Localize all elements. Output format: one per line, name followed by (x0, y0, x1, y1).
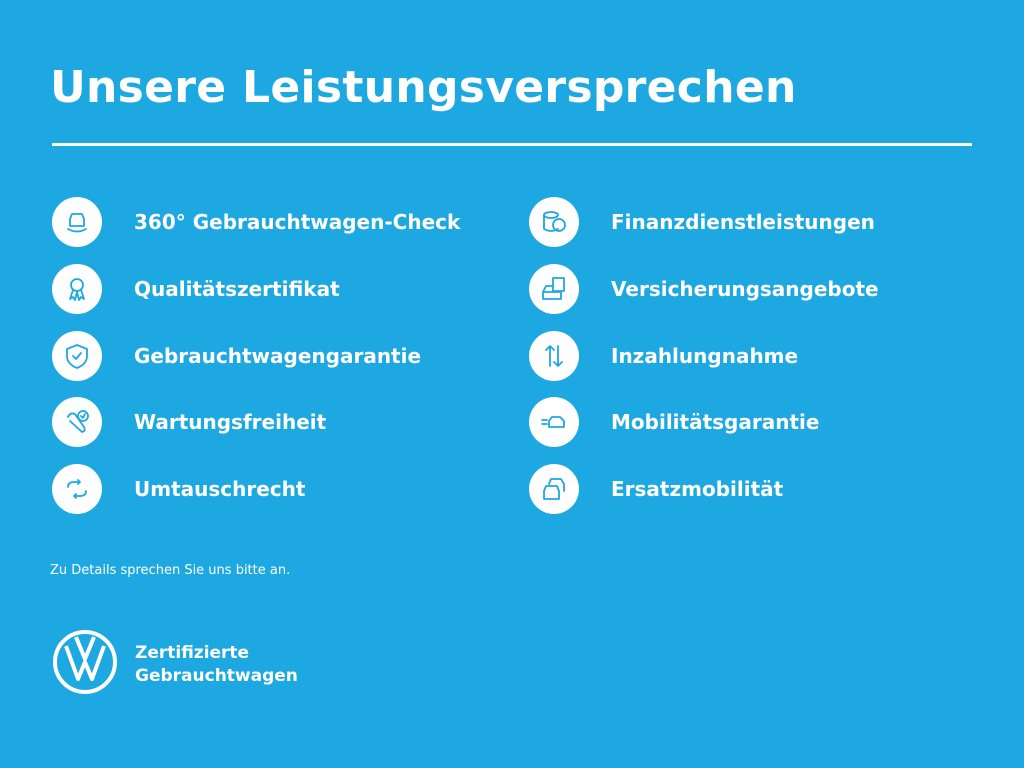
shield-check-icon (52, 330, 102, 381)
page-title: Unsere Leistungsversprechen (50, 62, 797, 113)
promise-label: Umtauschrecht (134, 477, 306, 502)
promise-label: Wartungsfreiheit (134, 410, 327, 435)
up-down-arrows-icon (529, 330, 579, 381)
promise-label: Finanzdienstleistungen (611, 210, 875, 234)
promise-item: Versicherungsangebote (529, 263, 879, 314)
promise-label: 360° Gebrauchtwagen-Check (134, 210, 461, 234)
divider (52, 143, 972, 146)
promise-item: Qualitätszertifikat (52, 263, 340, 314)
brand-text: Zertifizierte Gebrauchtwagen (135, 642, 298, 688)
award-ribbon-icon (52, 263, 102, 314)
exchange-arrows-icon (52, 464, 102, 515)
promise-label: Ersatzmobilität (611, 477, 784, 502)
promise-item: Mobilitätsgarantie (529, 397, 820, 448)
vw-logo (53, 630, 117, 694)
footnote: Zu Details sprechen Sie uns bitte an. (50, 563, 291, 578)
moving-car-icon (529, 397, 579, 448)
brand-line-2: Gebrauchtwagen (135, 666, 298, 686)
promise-item: Umtauschrecht (52, 464, 306, 515)
car-document-icon (529, 263, 579, 314)
promise-item: Wartungsfreiheit (52, 397, 327, 448)
promise-item: Ersatzmobilität (529, 464, 784, 515)
coins-euro-icon (529, 197, 579, 247)
promise-item: 360° Gebrauchtwagen-Check (52, 197, 460, 247)
two-cars-icon (529, 464, 579, 515)
promise-label: Qualitätszertifikat (134, 276, 340, 301)
promise-label: Mobilitätsgarantie (611, 410, 820, 435)
promise-label: Versicherungsangebote (611, 276, 879, 301)
promise-item: Finanzdienstleistungen (529, 197, 875, 247)
promise-label: Gebrauchtwagengarantie (134, 343, 422, 368)
promise-item: Inzahlungnahme (529, 330, 799, 381)
car-check-icon (52, 197, 102, 247)
promise-item: Gebrauchtwagengarantie (52, 330, 422, 381)
brand-line-1: Zertifizierte (135, 643, 250, 663)
wrench-check-icon (52, 397, 102, 448)
promise-label: Inzahlungnahme (611, 343, 799, 368)
